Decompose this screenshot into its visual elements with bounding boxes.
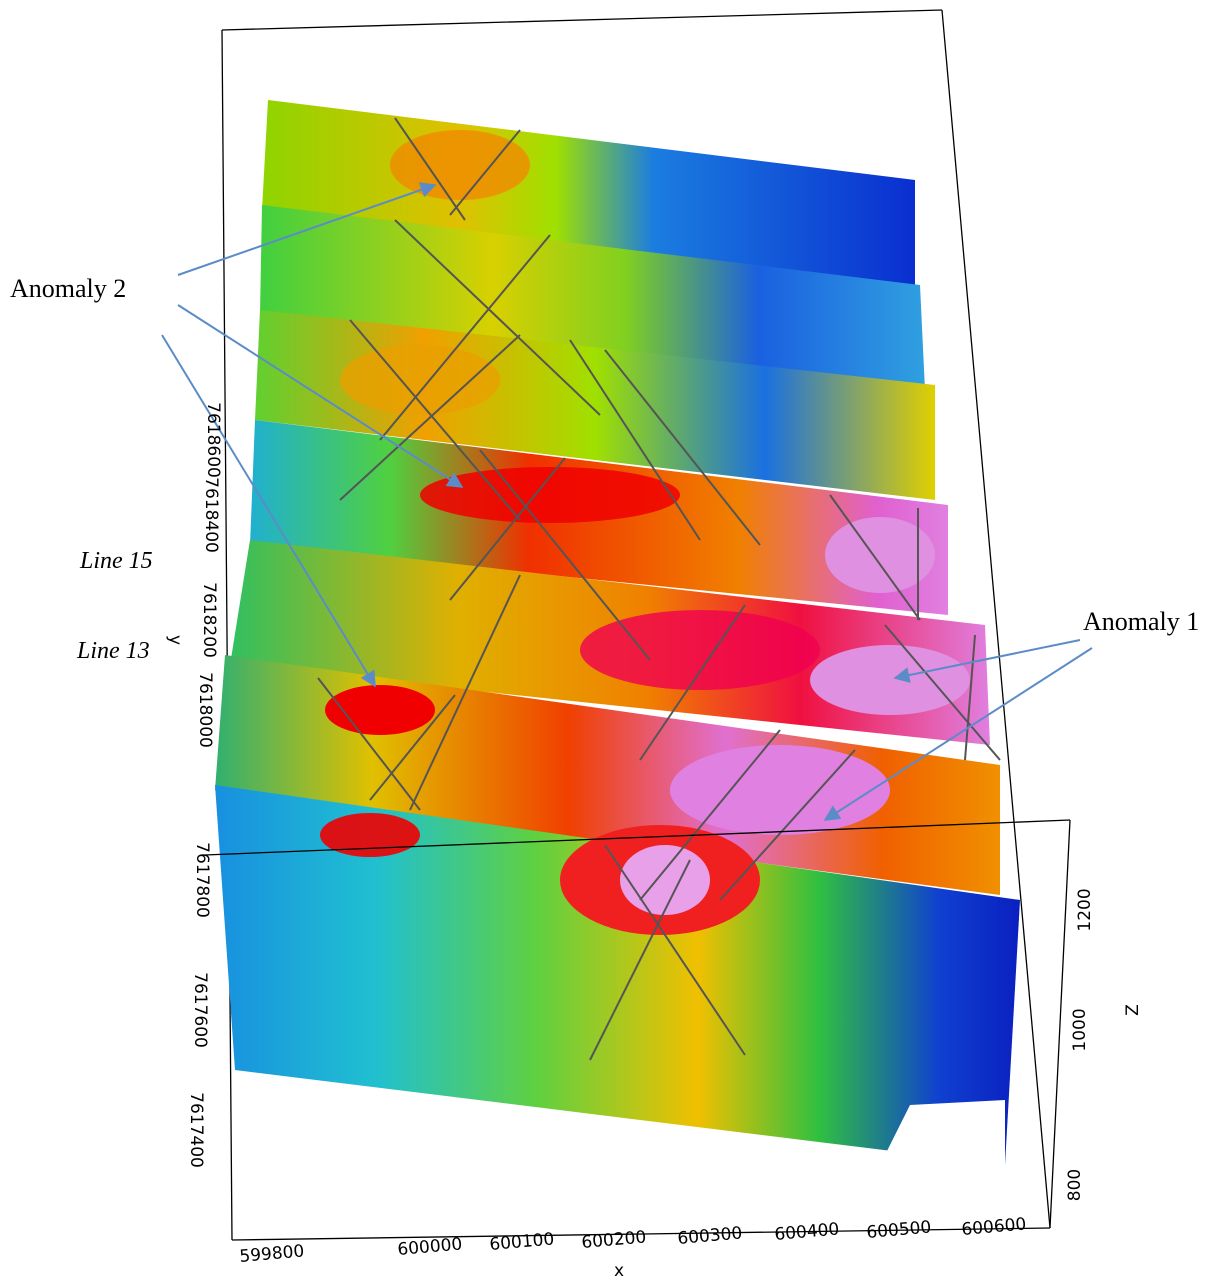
y-tick-label: 7618200 xyxy=(199,582,219,658)
x-axis-label: x xyxy=(614,1261,624,1280)
arrows xyxy=(161,182,1093,821)
x-tick-label: 600000 xyxy=(397,1234,463,1260)
x-tick-label: 600100 xyxy=(489,1229,555,1255)
x-tick-label: 600400 xyxy=(774,1219,840,1245)
x-axis: 599800 600000 600100 600200 600300 60040… xyxy=(239,1214,1027,1280)
z-axis: 800 1000 1200 Z xyxy=(1065,888,1143,1201)
y-axis: 7617400 7617600 7617800 7618000 7618200 … xyxy=(165,402,223,1168)
x-tick-label: 599800 xyxy=(239,1241,305,1267)
line-label: Line 15 xyxy=(79,548,153,574)
y-tick-label: 7617400 xyxy=(186,1092,206,1168)
plot-line xyxy=(204,819,1071,856)
z-tick-label: 1200 xyxy=(1075,888,1095,931)
x-tick-label: 600200 xyxy=(581,1227,647,1253)
box-frame xyxy=(221,9,1071,1241)
z-axis-label: Z xyxy=(1123,1004,1143,1016)
y-axis-label: y xyxy=(165,635,185,645)
y-tick-label: 7617600 xyxy=(190,972,210,1048)
x-tick-label: 600300 xyxy=(677,1223,743,1249)
x-tick-label: 600600 xyxy=(961,1214,1027,1240)
z-tick-label: 800 xyxy=(1065,1169,1085,1201)
annotation: Anomaly 1 xyxy=(1083,607,1199,636)
x-tick-label: 600500 xyxy=(866,1217,932,1243)
y-tick-label: 7618400 xyxy=(201,477,221,553)
y-tick-label: 7618000 xyxy=(195,672,215,748)
line-label: Line 13 xyxy=(76,638,150,664)
annotation: Anomaly 2 xyxy=(10,274,126,303)
drill-holes xyxy=(317,117,1001,1061)
z-tick-label: 1000 xyxy=(1070,1008,1090,1051)
y-tick-label: 7617800 xyxy=(192,842,212,918)
y-tick-label: 7618600 xyxy=(203,402,223,478)
sections xyxy=(215,100,1020,1165)
